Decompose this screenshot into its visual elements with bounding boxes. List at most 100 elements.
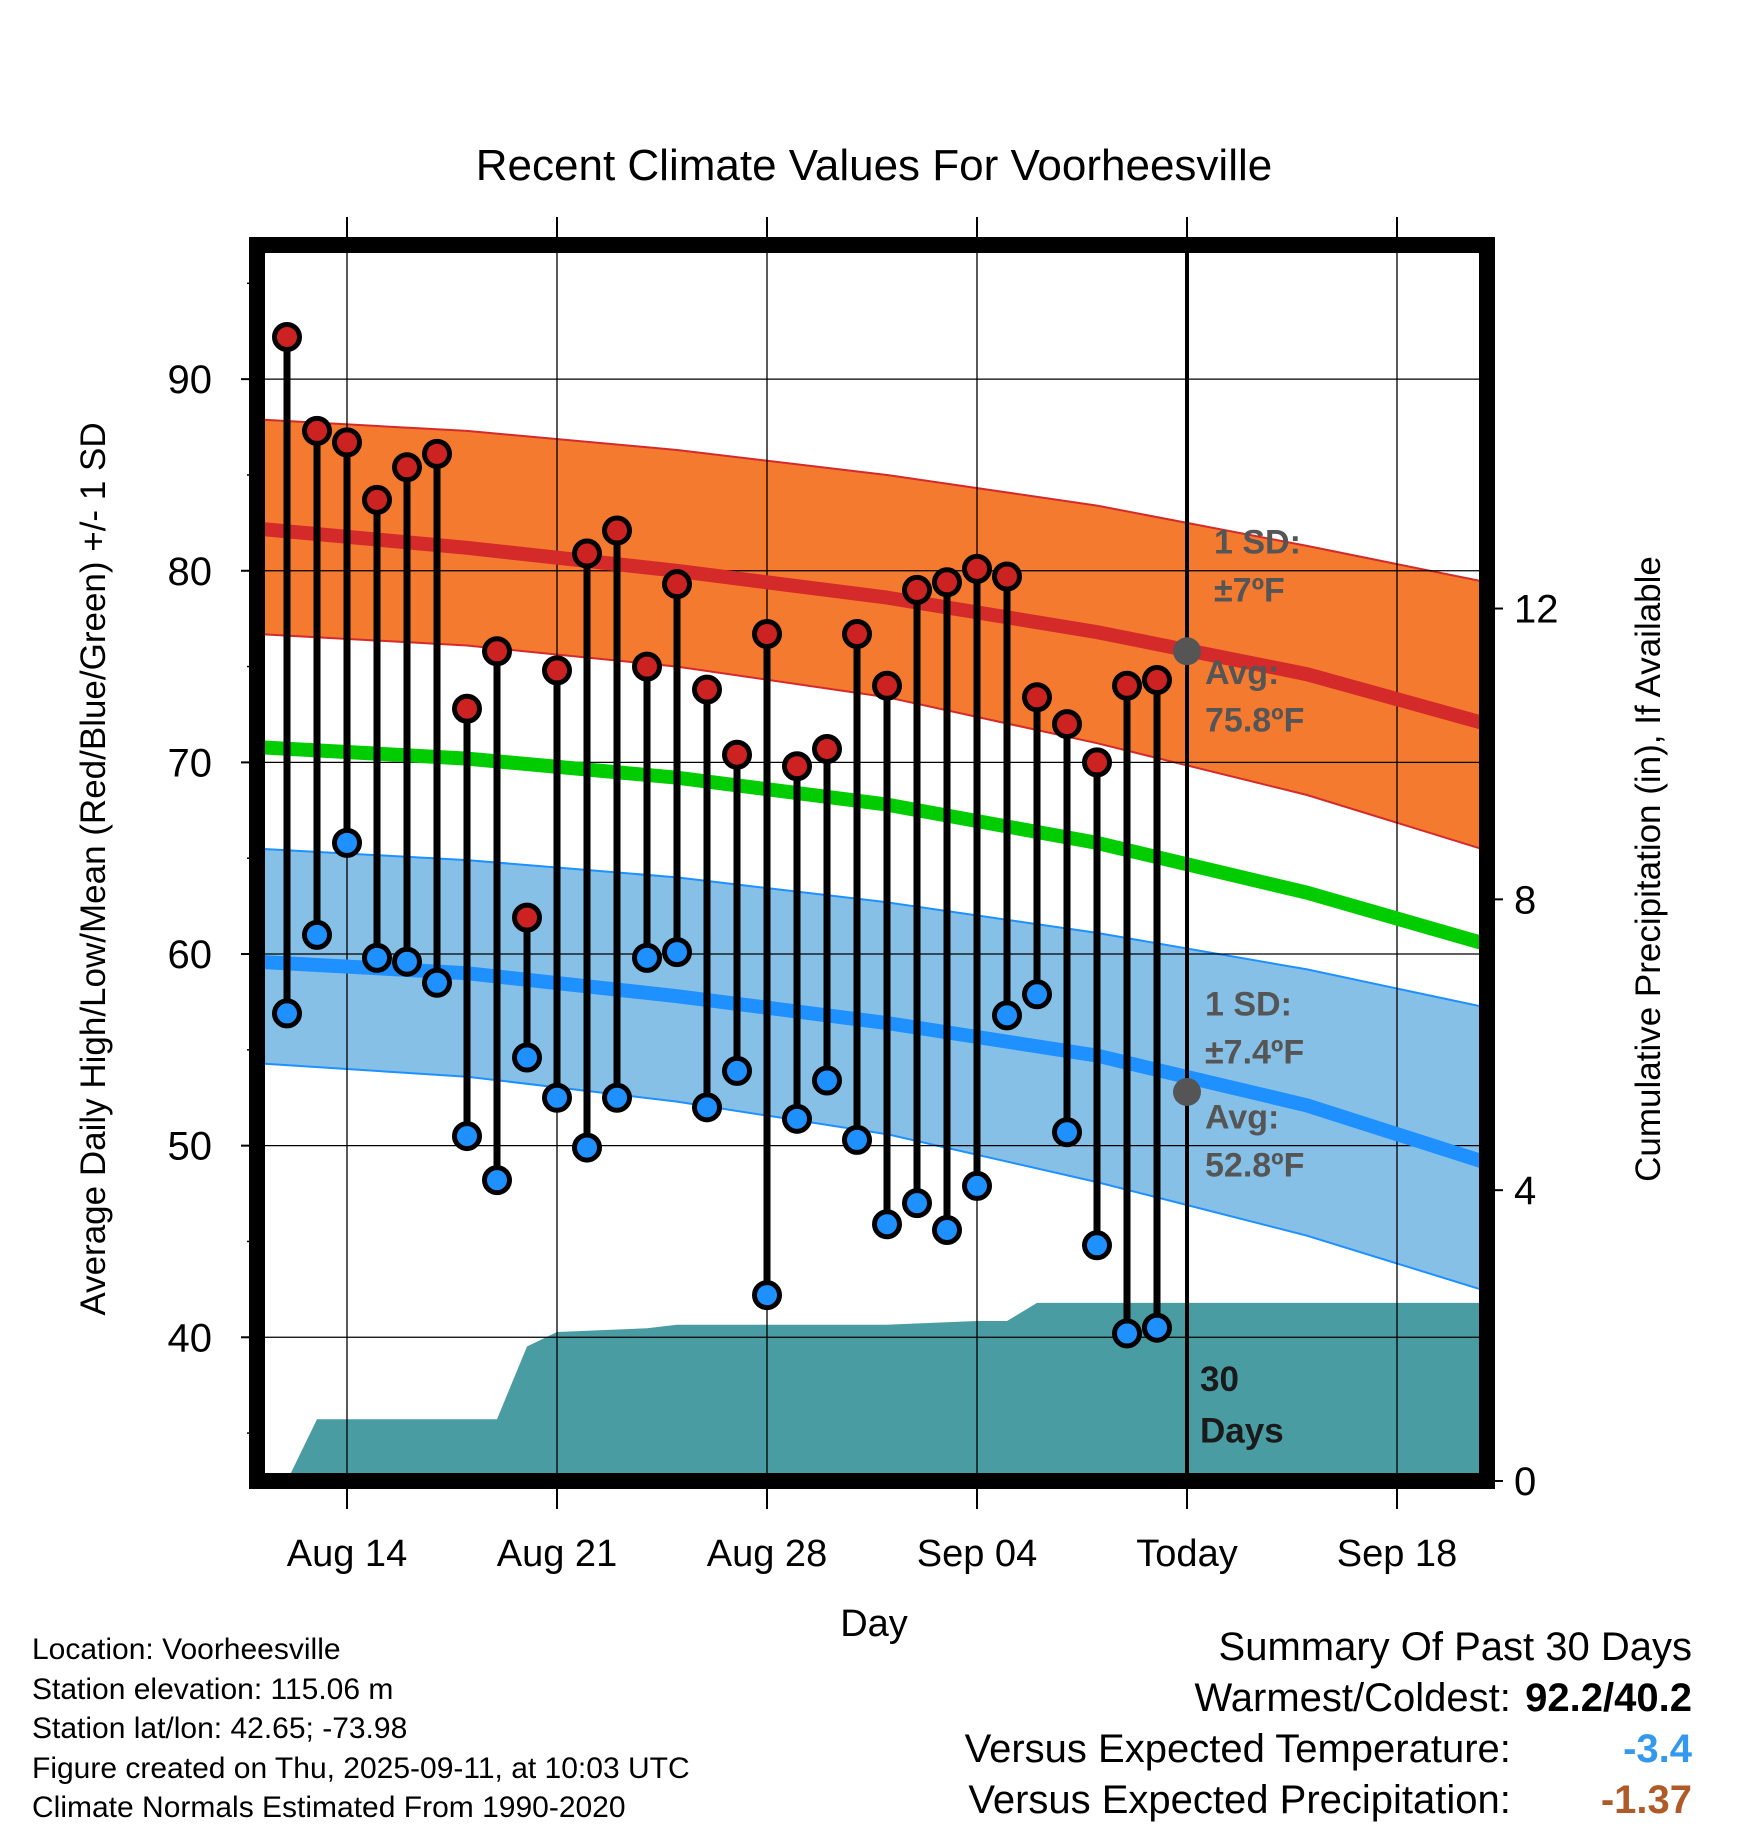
x-tick-label: Aug 28 xyxy=(707,1533,827,1575)
x-tick-label: Aug 21 xyxy=(497,1533,617,1575)
y2-axis-label: Cumulative Precipitation (in), If Availa… xyxy=(1629,556,1668,1182)
high-temp-point xyxy=(992,561,1022,592)
low-temp-point xyxy=(362,942,392,973)
x-tick-label: Sep 04 xyxy=(917,1533,1037,1575)
station-info: Location: Voorheesville Station elevatio… xyxy=(32,1630,690,1828)
info-normals: Climate Normals Estimated From 1990-2020 xyxy=(32,1791,626,1824)
y2-tick-label: 8 xyxy=(1514,878,1536,922)
high-temp-point xyxy=(932,567,962,598)
high-sd-upper-line xyxy=(257,418,1487,584)
low-temp-point xyxy=(992,1000,1022,1031)
high-temp-point xyxy=(422,438,452,469)
info-elevation: Station elevation: 115.06 m xyxy=(32,1672,394,1706)
high-temp-point xyxy=(602,515,632,546)
window-days-number: 30 xyxy=(1200,1360,1239,1399)
low-temp-point xyxy=(272,998,302,1029)
low-temp-point xyxy=(1112,1318,1142,1349)
high-temp-point xyxy=(332,427,362,458)
high-temp-point xyxy=(842,619,872,650)
high-temp-point xyxy=(482,636,512,667)
low-temp-point xyxy=(872,1209,902,1240)
high-sd-band xyxy=(257,419,1487,851)
y2-tick-label: 0 xyxy=(1514,1460,1536,1504)
low-temp-point xyxy=(782,1103,812,1134)
y2-tick-label: 4 xyxy=(1514,1169,1536,1213)
high-temp-point xyxy=(542,655,572,686)
low-temp-point xyxy=(632,942,662,973)
low-temp-point xyxy=(482,1165,512,1196)
high-today-avg-marker xyxy=(1173,637,1201,666)
low-temp-point xyxy=(1142,1312,1172,1343)
low-temp-point xyxy=(842,1124,872,1155)
high-normal-line xyxy=(257,521,1487,731)
low-temp-point xyxy=(962,1170,992,1201)
y-axis-label: Average Daily High/Low/Mean (Red/Blue/Gr… xyxy=(74,422,113,1315)
low-temp-point xyxy=(542,1082,572,1113)
y-tick-label: 40 xyxy=(168,1316,213,1360)
low-temp-point xyxy=(452,1121,482,1152)
high-temp-point xyxy=(722,739,752,770)
y-tick-label: 70 xyxy=(168,741,213,785)
low-avg-label: Avg: xyxy=(1205,1098,1279,1136)
high-temp-point xyxy=(872,670,902,701)
high-temp-point xyxy=(452,693,482,724)
high-temp-point xyxy=(1022,682,1052,713)
low-temp-point xyxy=(602,1082,632,1113)
x-tick-label: Today xyxy=(1136,1533,1237,1575)
plot-frame xyxy=(249,237,1495,1489)
low-temp-point xyxy=(662,937,692,968)
low-temp-point xyxy=(902,1188,932,1219)
temp-label: Versus Expected Temperature: xyxy=(964,1727,1511,1771)
high-temp-point xyxy=(632,651,662,682)
low-temp-point xyxy=(692,1092,722,1123)
high-temp-point xyxy=(272,321,302,352)
low-temp-point xyxy=(1082,1230,1112,1261)
low-temp-point xyxy=(302,919,332,950)
x-tick-label: Aug 14 xyxy=(287,1533,407,1575)
high-avg-value: 75.8ºF xyxy=(1205,702,1304,740)
summary-title: Summary Of Past 30 Days xyxy=(1218,1625,1692,1669)
low-today-avg-marker xyxy=(1173,1077,1201,1106)
summary-panel: Summary Of Past 30 Days Warmest/Coldest:… xyxy=(965,1622,1692,1826)
low-temp-point xyxy=(392,946,422,977)
high-temp-point xyxy=(752,619,782,650)
warm-cold-label: Warmest/Coldest: xyxy=(1194,1676,1511,1720)
low-sd-value: ±7.4ºF xyxy=(1205,1033,1304,1071)
high-temp-point xyxy=(572,538,602,569)
high-temp-point xyxy=(812,733,842,764)
low-temp-point xyxy=(512,1042,542,1073)
high-temp-point xyxy=(692,674,722,705)
high-temp-point xyxy=(782,751,812,782)
low-temp-point xyxy=(572,1132,602,1163)
info-location: Location: Voorheesville xyxy=(32,1633,341,1666)
temp-value: -3.4 xyxy=(1623,1727,1692,1771)
x-tick-label: Sep 18 xyxy=(1337,1533,1457,1575)
high-temp-point xyxy=(1142,664,1172,695)
precip-value: -1.37 xyxy=(1600,1778,1692,1822)
low-temp-point xyxy=(932,1214,962,1245)
plot-content xyxy=(257,245,1487,1481)
window-days-label: Days xyxy=(1200,1412,1284,1451)
low-temp-point xyxy=(422,967,452,998)
high-temp-point xyxy=(662,569,692,600)
high-temp-point xyxy=(1112,670,1142,701)
low-sd-label: 1 SD: xyxy=(1205,985,1292,1023)
high-temp-point xyxy=(1082,747,1112,778)
high-temp-point xyxy=(302,415,332,446)
high-temp-point xyxy=(362,484,392,515)
low-temp-point xyxy=(332,827,362,858)
info-latlon: Station lat/lon: 42.65; -73.98 xyxy=(32,1712,408,1745)
high-temp-point xyxy=(392,452,422,483)
low-avg-value: 52.8ºF xyxy=(1205,1146,1304,1184)
chart-title: Recent Climate Values For Voorheesville xyxy=(476,141,1272,190)
high-temp-point xyxy=(962,553,992,584)
summary-precip: Versus Expected Precipitation: -1.37 xyxy=(965,1775,1692,1826)
y-tick-label: 60 xyxy=(168,933,213,977)
y-tick-label: 90 xyxy=(168,358,213,402)
warm-cold-value: 92.2/40.2 xyxy=(1525,1676,1692,1720)
low-temp-point xyxy=(752,1280,782,1311)
high-sd-value: ±7ºF xyxy=(1214,571,1285,609)
low-temp-point xyxy=(722,1055,752,1086)
high-temp-point xyxy=(902,574,932,605)
